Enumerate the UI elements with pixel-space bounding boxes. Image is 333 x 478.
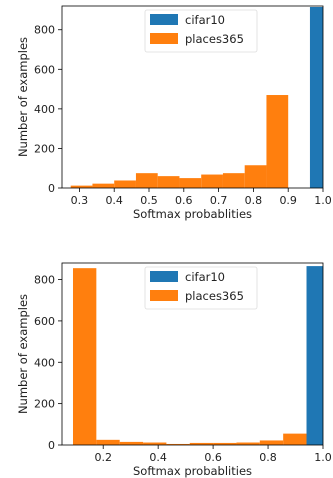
y-tick-label: 800 [34,24,55,37]
legend-swatch-places365 [150,33,178,44]
x-axis-label: Softmax probablities [133,464,252,478]
x-tick-label: 0.6 [175,194,193,207]
bar-places365-1 [96,439,120,445]
bar-places365-9 [266,95,289,188]
bar-places365-0 [70,185,93,188]
x-tick-label: 0.4 [105,194,123,207]
x-tick-label: 1.0 [314,451,332,464]
chart-2: 0.2 0.4 0.6 0.8 1.0 0 200 400 600 800 Softmax prob… [16,262,332,478]
legend-label-places365: places365 [185,289,244,303]
chart-1: 0.3 0.4 0.5 0.6 0.7 0.8 0.9 1.0 0 200 400 600 800 Sof… [16,5,332,221]
x-tick-label: 0.8 [245,194,263,207]
y-tick-label: 600 [34,63,55,76]
y-tick-label: 600 [34,315,55,328]
legend: cifar10 places365 [144,9,258,53]
legend-label-cifar10: cifar10 [185,13,225,27]
legend-swatch-cifar10 [150,271,178,282]
x-tick-label: 0.7 [210,194,228,207]
y-axis-label: Number of examples [16,37,30,157]
y-axis-label: Number of examples [16,294,30,414]
x-tick-label: 0.2 [94,451,112,464]
bar-places365-4 [166,443,190,445]
bar-places365-5 [189,442,214,445]
bar-cifar10-10 [306,266,323,445]
bar-places365-8 [259,440,284,445]
x-tick-label: 0.5 [140,194,158,207]
y-tick-label: 800 [34,274,55,287]
x-tick-label: 0.6 [204,451,222,464]
x-tick-label: 1.0 [314,194,332,207]
bar-places365-7 [222,173,245,188]
bar-places365-2 [119,441,144,445]
legend-swatch-cifar10 [150,14,178,25]
y-tick-label: 0 [48,182,55,195]
x-tick-label: 0.9 [279,194,297,207]
x-axis-label: Softmax probablities [133,207,252,221]
legend-label-cifar10: cifar10 [185,270,225,284]
bar-places365-1 [92,183,115,188]
legend-label-places365: places365 [185,32,244,46]
legend-swatch-places365 [150,290,178,301]
x-tick-label: 0.4 [149,451,167,464]
y-tick-label: 400 [34,103,55,116]
bar-places365-8 [244,165,267,188]
y-tick-label: 200 [34,142,55,155]
bar-places365-2 [114,180,136,188]
bar-cifar10-11 [309,6,323,188]
y-tick-label: 0 [48,439,55,452]
plot-frame [61,262,324,446]
bar-places365-5 [179,178,202,188]
bar-places365-6 [213,442,237,445]
bar-places365-9 [283,433,307,445]
plot-frame [61,5,324,189]
x-tick-label: 0.3 [71,194,89,207]
bar-places365-3 [135,173,158,188]
bar-places365-7 [236,442,260,445]
y-tick-label: 400 [34,356,55,369]
bar-places365-6 [201,174,223,188]
bar-places365-0 [72,268,97,445]
x-tick-label: 0.8 [259,451,277,464]
legend: cifar10 places365 [144,266,258,310]
bar-places365-4 [157,176,180,188]
bar-places365-3 [143,442,167,445]
y-tick-label: 200 [34,398,55,411]
